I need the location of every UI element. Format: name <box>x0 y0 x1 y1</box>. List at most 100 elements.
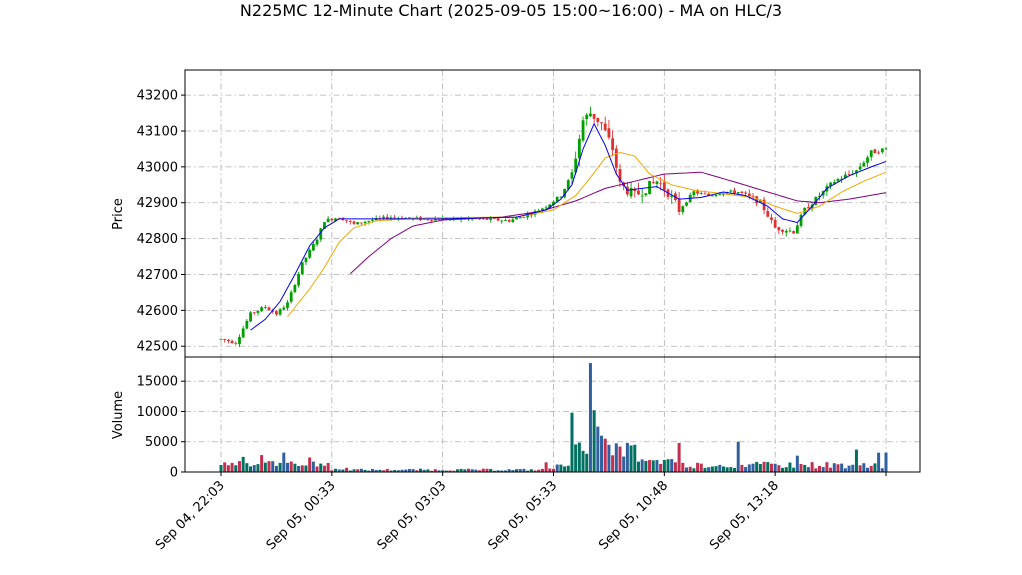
candle-body <box>319 228 323 240</box>
candle-body <box>393 217 397 219</box>
volume-bar <box>836 464 840 472</box>
volume-bar <box>330 470 334 472</box>
volume-bar <box>441 470 445 472</box>
candle-body <box>526 214 530 218</box>
volume-bar <box>389 470 393 472</box>
volume-bar <box>274 465 278 472</box>
volume-bar <box>522 468 526 472</box>
candle-body <box>552 201 555 206</box>
volume-bar <box>585 453 589 472</box>
candle-body <box>367 220 371 222</box>
candle-body <box>566 180 570 190</box>
candle-body <box>356 222 360 225</box>
volume-bar <box>659 463 663 472</box>
volume-bar <box>769 463 773 472</box>
x-tick-label: Sep 05, 03:03 <box>375 478 450 553</box>
price-tick-label: 42700 <box>137 268 178 283</box>
volume-bars <box>219 363 888 472</box>
volume-bar <box>673 462 677 472</box>
volume-bar <box>400 469 404 472</box>
volume-bar <box>670 459 674 472</box>
volume-bar <box>245 463 249 472</box>
volume-bar <box>315 466 319 472</box>
candle-body <box>784 230 788 233</box>
volume-bar <box>419 468 422 472</box>
volume-bar <box>293 463 297 472</box>
volume-bar <box>370 468 374 472</box>
candle-body <box>710 195 714 197</box>
volume-bar <box>426 469 430 472</box>
volume-bar <box>544 462 548 472</box>
candle-body <box>807 207 810 209</box>
volume-bar <box>648 460 652 472</box>
volume-axis-label: Volume <box>111 391 126 439</box>
price-tick-label: 42600 <box>137 304 178 319</box>
volume-bar <box>699 463 703 472</box>
volume-bar <box>777 465 781 472</box>
volume-bar <box>223 462 227 472</box>
candle-body <box>718 194 722 196</box>
candle-body <box>238 336 241 345</box>
candle-body <box>685 202 688 206</box>
candle-body <box>570 172 574 179</box>
x-tick-label: Sep 05, 00:33 <box>264 478 339 553</box>
candle-body <box>840 178 844 180</box>
volume-bar <box>640 459 644 472</box>
candle-body <box>252 312 256 314</box>
volume-bar <box>448 470 452 472</box>
volume-bar <box>485 468 489 472</box>
volume-bar <box>515 469 519 472</box>
volume-bar <box>858 465 862 472</box>
volume-bar <box>311 461 315 472</box>
volume-bar <box>781 467 785 472</box>
volume-bar <box>574 444 578 472</box>
candle-body <box>563 188 566 198</box>
volume-bar <box>840 463 844 472</box>
volume-bar <box>559 464 563 472</box>
candle-body <box>755 196 759 204</box>
candle-body <box>884 148 888 150</box>
volume-bar <box>736 441 740 472</box>
candle-body <box>389 217 393 219</box>
volume-bar <box>625 442 629 472</box>
candle-body <box>518 217 522 219</box>
volume-bar <box>352 469 356 472</box>
volume-bar <box>843 468 847 472</box>
ma-fast-line <box>250 122 887 331</box>
candle-body <box>777 227 781 231</box>
volume-bar <box>847 465 851 472</box>
candle-body <box>781 229 784 232</box>
price-tick-label: 42500 <box>137 340 178 355</box>
candle-body <box>345 220 349 222</box>
volume-bar <box>256 464 260 472</box>
volume-bar <box>407 468 411 472</box>
candle-body <box>766 210 770 217</box>
volume-bar <box>688 466 692 472</box>
volume-bar <box>474 469 478 472</box>
volume-bar <box>322 465 326 472</box>
candle-body <box>707 193 711 196</box>
candle-body <box>537 210 541 212</box>
volume-bar <box>762 461 766 472</box>
candle-body <box>371 220 374 221</box>
volume-bar <box>356 469 360 472</box>
candle-body <box>829 182 832 186</box>
candle-body <box>814 197 818 205</box>
candle-body <box>703 193 707 195</box>
candle-body <box>315 239 319 245</box>
volume-bar <box>282 452 286 472</box>
candle-body <box>847 173 851 175</box>
volume-bar <box>784 467 788 472</box>
candle-body <box>544 207 548 209</box>
volume-tick-label: 10000 <box>137 405 178 420</box>
chart-title: N225MC 12-Minute Chart (2025-09-05 15:00… <box>240 1 782 20</box>
candle-body <box>500 220 504 222</box>
volume-bar <box>862 463 866 472</box>
volume-bar <box>396 470 400 472</box>
candle-body <box>256 310 260 313</box>
volume-bar <box>710 466 714 472</box>
volume-bar <box>526 470 530 472</box>
volume-bar <box>529 469 533 472</box>
volume-bar <box>411 469 415 472</box>
volume-bar <box>729 467 733 472</box>
